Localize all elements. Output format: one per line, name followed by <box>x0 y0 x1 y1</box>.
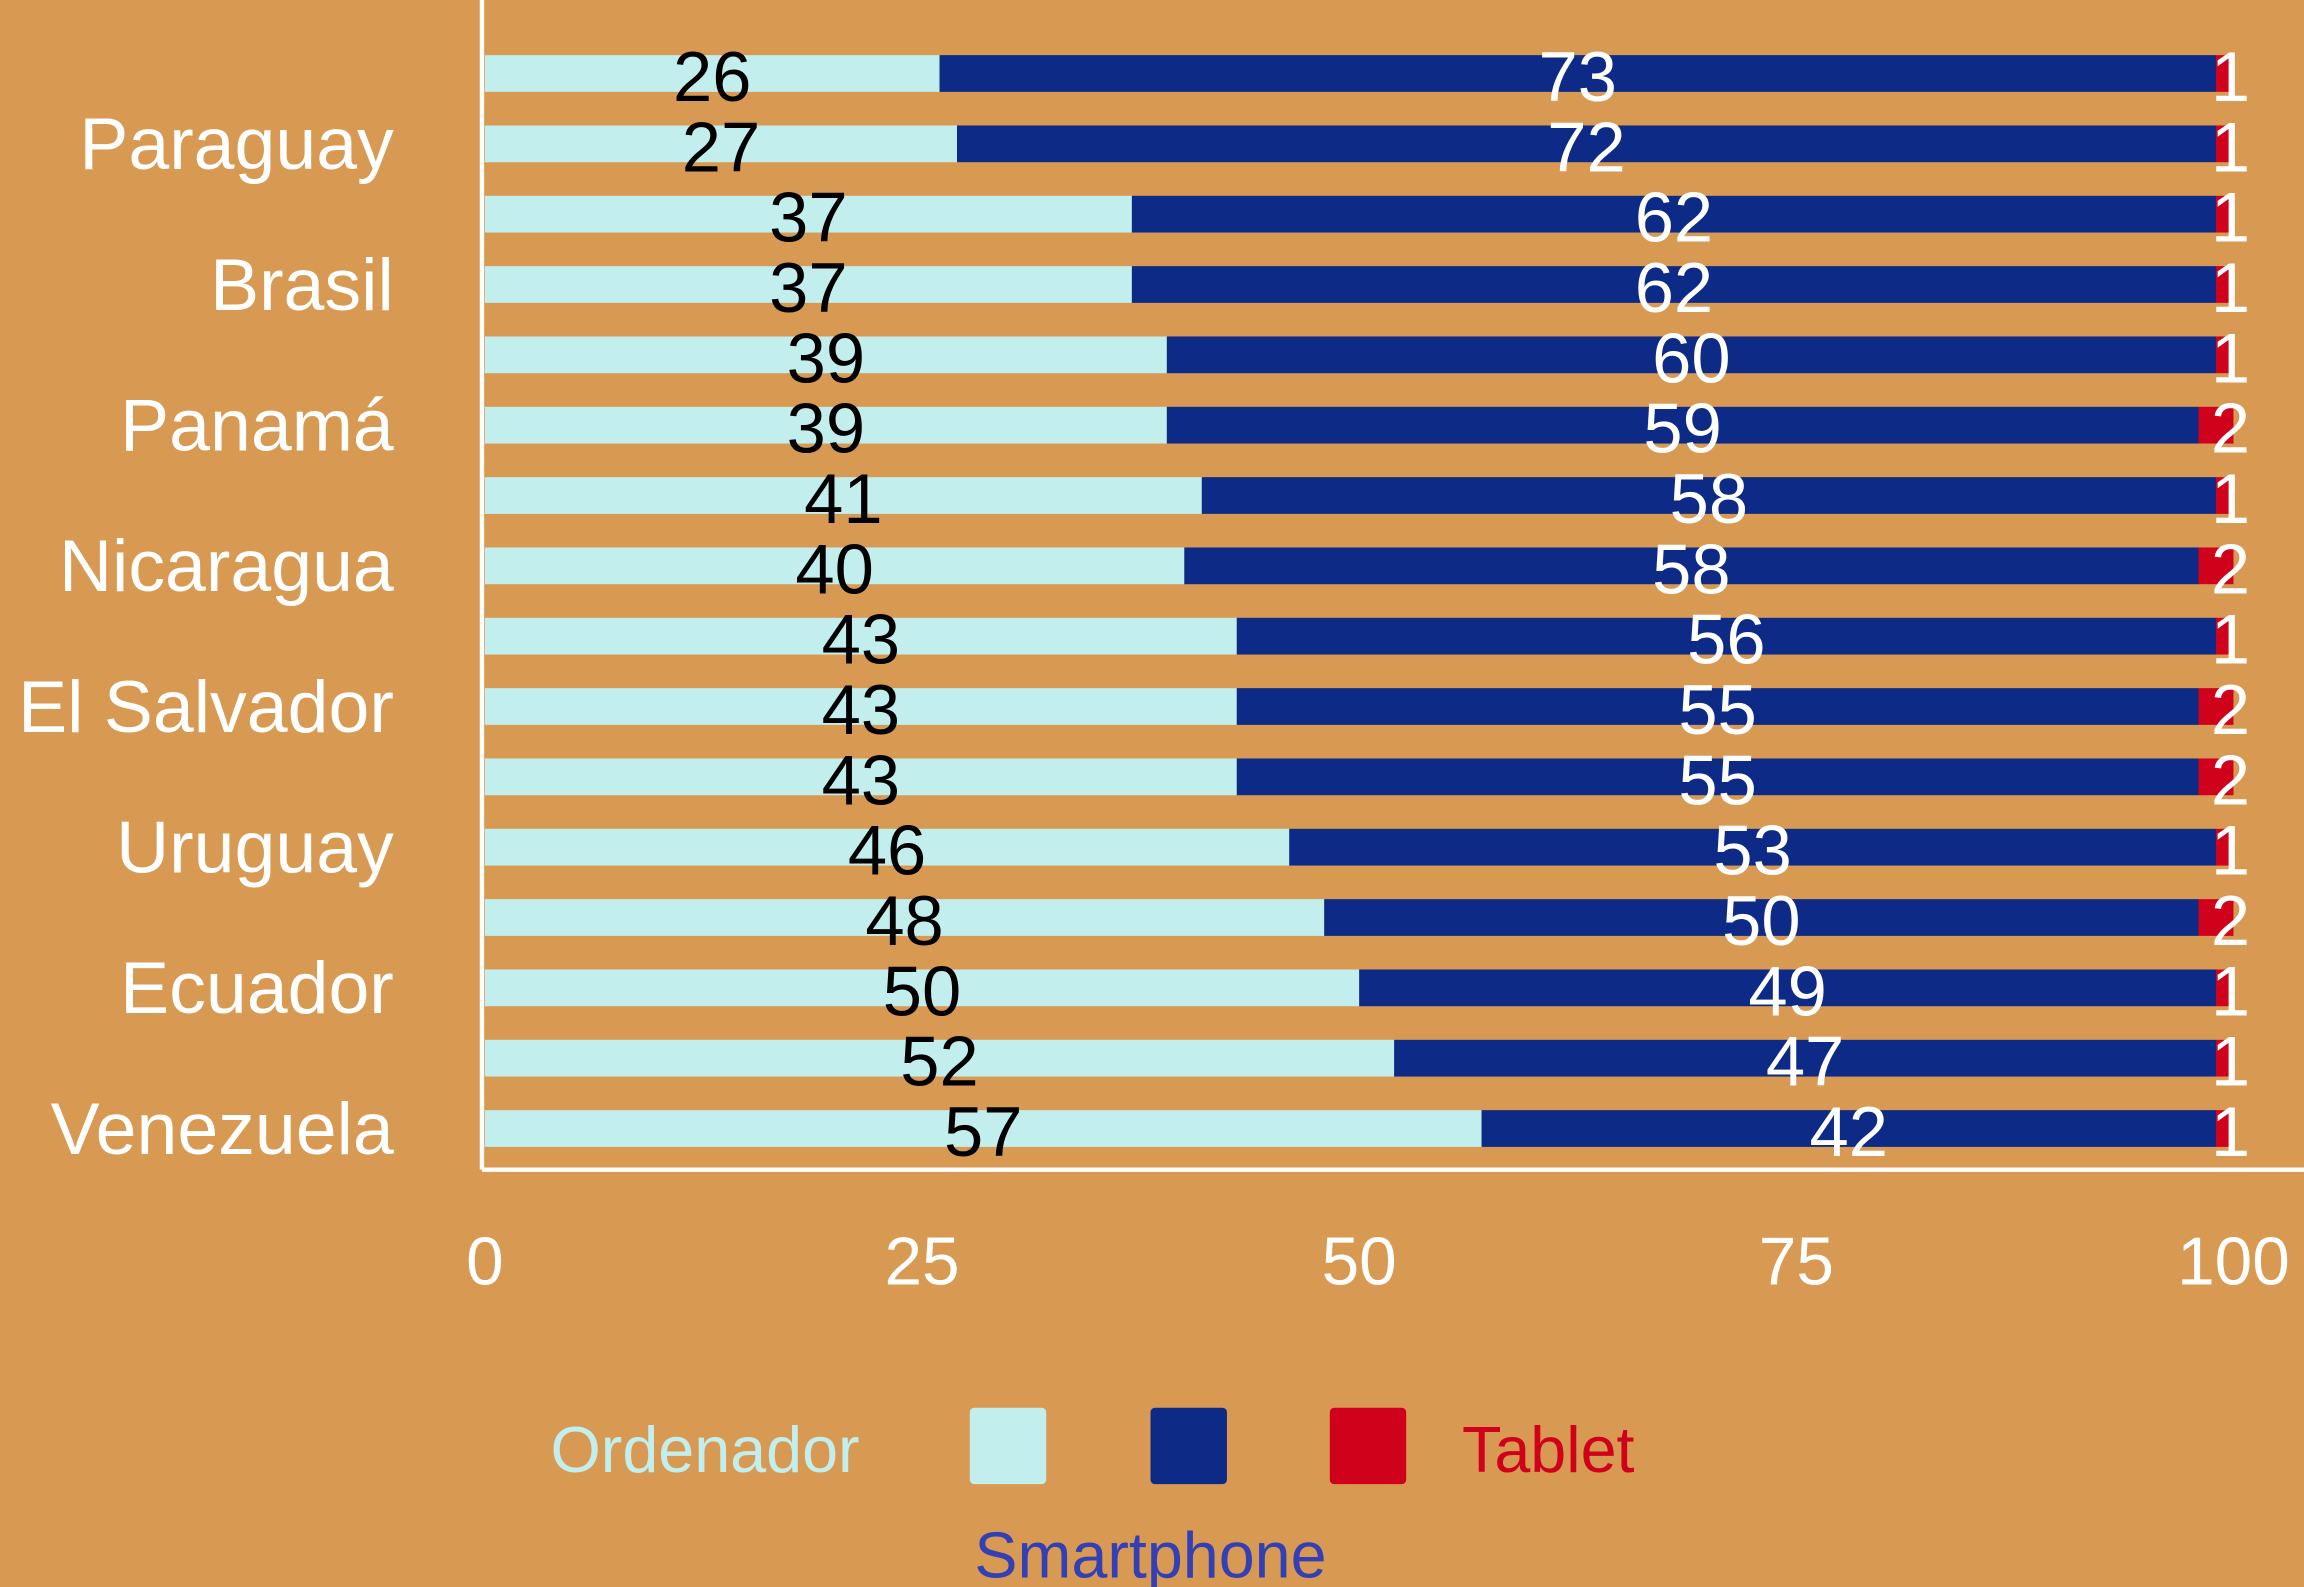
value-label: 60 <box>1652 318 1730 397</box>
value-label: 62 <box>1635 248 1713 327</box>
value-label: 2 <box>2211 881 2250 960</box>
value-label: 53 <box>1713 811 1791 890</box>
value-label: 37 <box>769 248 847 327</box>
x-tick-label: 0 <box>466 1225 504 1300</box>
value-label: 1 <box>2211 1092 2250 1171</box>
chart: 0 25 50 75 100 Paraguay Brasil Panamá Nicaragua E… <box>0 0 2304 1587</box>
legend-label: Ordenador <box>551 1413 860 1486</box>
value-label: 1 <box>2211 1022 2250 1101</box>
value-label: 1 <box>2211 318 2250 397</box>
value-label: 40 <box>795 529 873 608</box>
y-tick-label: Venezuela <box>51 1087 394 1170</box>
value-label: 2 <box>2211 389 2250 468</box>
value-label: 1 <box>2211 107 2250 186</box>
y-tick-label: Panamá <box>120 383 394 466</box>
value-label: 37 <box>769 178 847 257</box>
page: {"chart_data": {"type": "stacked-barh", … <box>0 0 2304 1587</box>
value-label: 39 <box>787 389 865 468</box>
x-tick-label: 50 <box>1322 1225 1397 1300</box>
legend-label: Smartphone <box>974 1519 1326 1587</box>
legend-swatch <box>970 1408 1046 1484</box>
value-label: 43 <box>822 740 900 819</box>
value-label: 50 <box>1722 881 1800 960</box>
value-label: 58 <box>1652 529 1730 608</box>
value-label: 49 <box>1748 951 1826 1030</box>
value-label: 52 <box>900 1022 978 1101</box>
y-tick-label: Uruguay <box>116 805 394 888</box>
value-label: 43 <box>822 670 900 749</box>
y-tick-label: Paraguay <box>79 102 394 185</box>
value-label: 1 <box>2211 459 2250 538</box>
value-label: 47 <box>1766 1022 1844 1101</box>
x-tick-label: 25 <box>884 1225 959 1300</box>
value-label: 39 <box>787 318 865 397</box>
value-label: 56 <box>1687 600 1765 679</box>
x-tick-label: 75 <box>1759 1225 1834 1300</box>
value-label: 58 <box>1670 459 1748 538</box>
value-label: 26 <box>673 37 751 116</box>
value-label: 1 <box>2211 178 2250 257</box>
value-label: 43 <box>822 600 900 679</box>
x-tick-label: 100 <box>2177 1225 2290 1300</box>
value-label: 2 <box>2211 529 2250 608</box>
y-tick-label: Ecuador <box>120 946 394 1029</box>
value-label: 1 <box>2211 37 2250 116</box>
value-label: 2 <box>2211 740 2250 819</box>
value-label: 59 <box>1643 389 1721 468</box>
value-label: 41 <box>804 459 882 538</box>
y-tick-label: Nicaragua <box>59 524 394 607</box>
legend-swatch <box>1330 1408 1406 1484</box>
value-label: 57 <box>944 1092 1022 1171</box>
legend-swatch <box>1151 1408 1227 1484</box>
value-label: 27 <box>682 107 760 186</box>
y-tick-label: Brasil <box>210 243 394 326</box>
value-label: 46 <box>848 811 926 890</box>
value-label: 73 <box>1539 37 1617 116</box>
value-label: 1 <box>2211 600 2250 679</box>
y-tick-label: El Salvador <box>18 665 394 748</box>
value-label: 50 <box>883 951 961 1030</box>
value-label: 1 <box>2211 811 2250 890</box>
value-label: 2 <box>2211 670 2250 749</box>
value-label: 42 <box>1810 1092 1888 1171</box>
value-label: 1 <box>2211 951 2250 1030</box>
value-label: 1 <box>2211 248 2250 327</box>
value-label: 55 <box>1678 670 1756 749</box>
legend-label: Tablet <box>1462 1413 1635 1486</box>
value-label: 62 <box>1635 178 1713 257</box>
value-label: 48 <box>865 881 943 960</box>
value-label: 72 <box>1547 107 1625 186</box>
value-label: 55 <box>1678 740 1756 819</box>
